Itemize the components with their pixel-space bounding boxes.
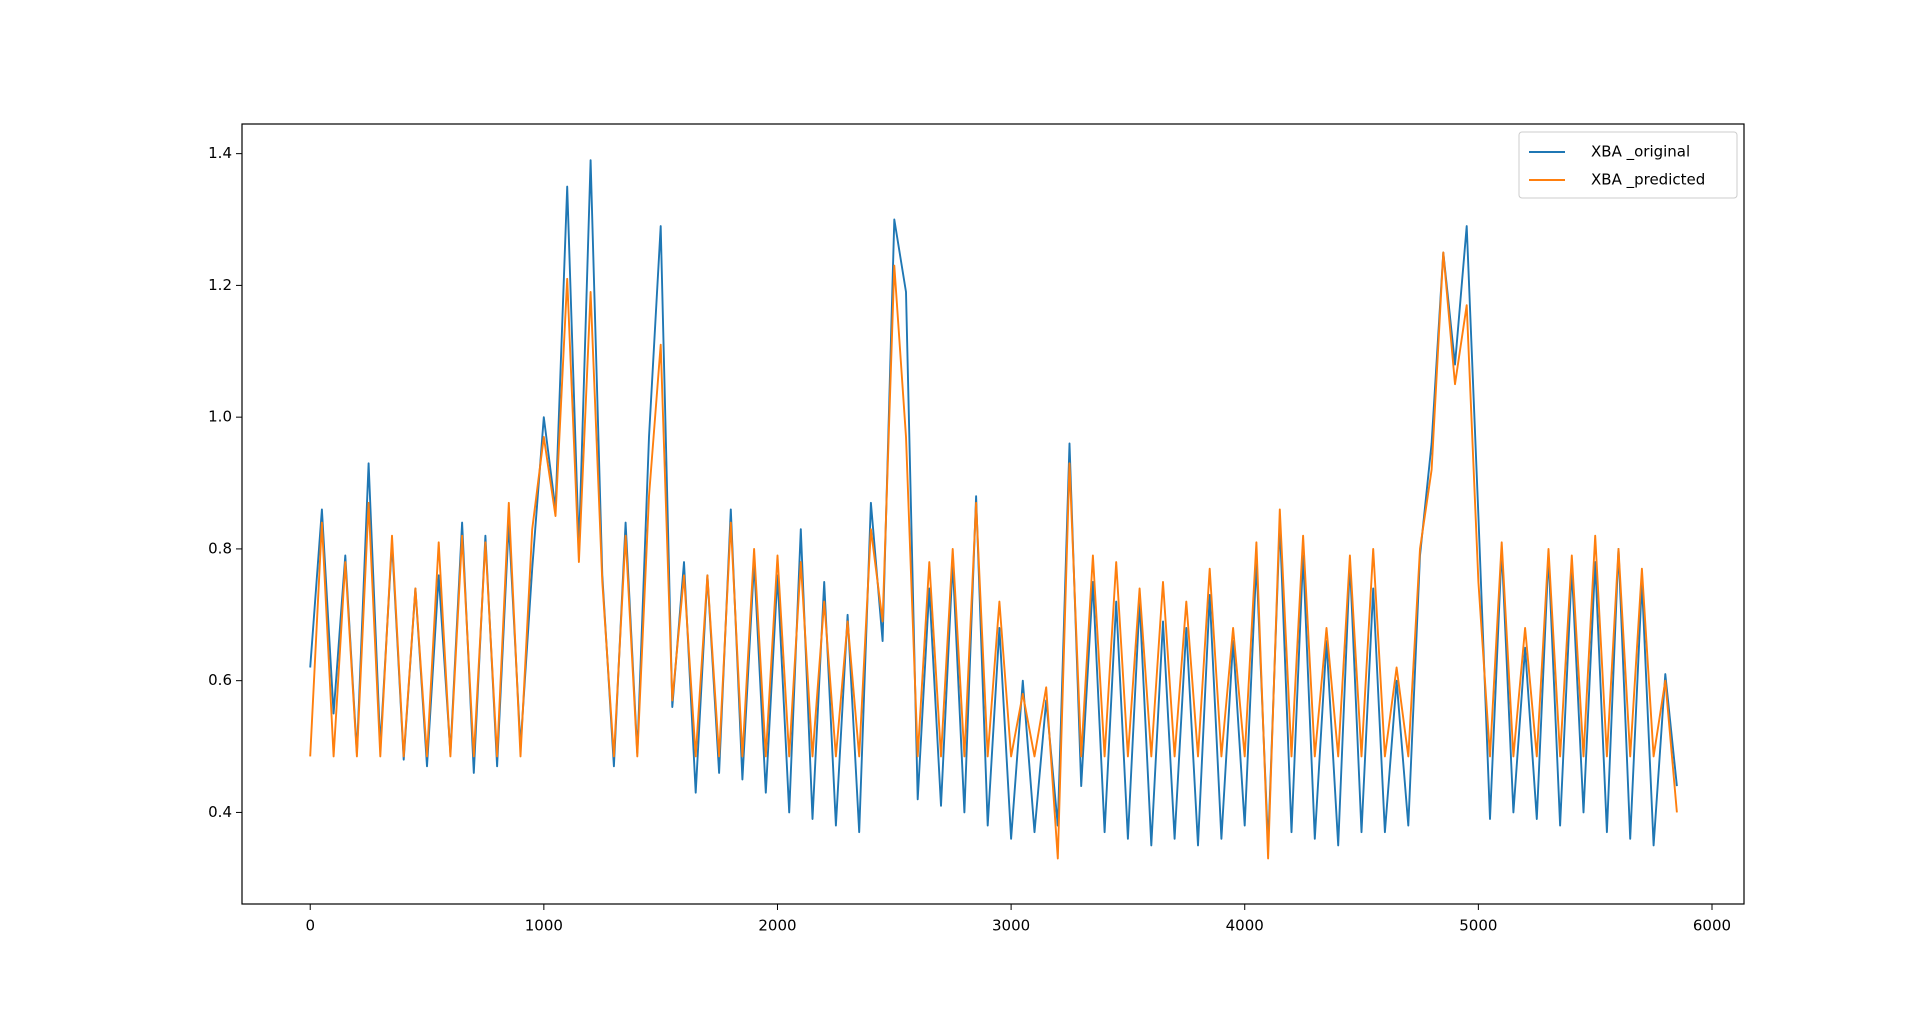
series-line [309, 251, 1678, 860]
legend-label: XBA _predicted [1591, 171, 1705, 190]
y-tick-label: 1.4 [208, 144, 232, 162]
y-tick-label: 1.0 [208, 408, 232, 426]
x-tick-label: 2000 [758, 917, 796, 935]
x-tick-label: 1000 [525, 917, 563, 935]
legend-label: XBA _original [1591, 143, 1690, 162]
x-tick-label: 3000 [992, 917, 1030, 935]
x-tick-label: 5000 [1459, 917, 1497, 935]
y-tick-label: 0.8 [208, 539, 232, 557]
y-tick-label: 0.4 [208, 803, 232, 821]
x-tick-label: 4000 [1226, 917, 1264, 935]
y-tick-label: 0.6 [208, 671, 232, 689]
legend-box [1518, 131, 1738, 199]
x-tick-label: 6000 [1693, 917, 1731, 935]
plot-frame [241, 123, 1745, 905]
x-tick-label: 0 [305, 917, 315, 935]
y-tick-label: 1.2 [208, 276, 232, 294]
